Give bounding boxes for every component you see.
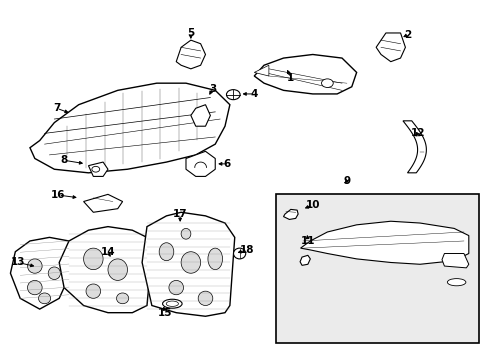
Polygon shape	[59, 226, 152, 313]
Ellipse shape	[181, 252, 200, 273]
Ellipse shape	[181, 228, 190, 239]
Text: 4: 4	[250, 89, 257, 99]
Polygon shape	[142, 212, 234, 316]
Polygon shape	[176, 40, 205, 69]
Text: 9: 9	[343, 176, 350, 186]
Polygon shape	[254, 54, 356, 94]
Polygon shape	[375, 33, 405, 62]
Circle shape	[321, 79, 332, 87]
Ellipse shape	[159, 243, 173, 261]
Polygon shape	[300, 221, 468, 264]
Ellipse shape	[168, 280, 183, 295]
Text: 12: 12	[409, 129, 424, 138]
Circle shape	[226, 90, 240, 100]
Ellipse shape	[162, 299, 182, 308]
Ellipse shape	[207, 248, 222, 270]
Polygon shape	[441, 253, 468, 268]
Polygon shape	[88, 162, 108, 176]
Ellipse shape	[233, 248, 245, 259]
Polygon shape	[185, 151, 215, 176]
Text: 1: 1	[286, 73, 294, 83]
Text: 8: 8	[61, 155, 67, 165]
Polygon shape	[283, 210, 298, 220]
Ellipse shape	[48, 267, 61, 279]
Polygon shape	[30, 83, 229, 173]
Bar	[276, 194, 478, 343]
Ellipse shape	[39, 293, 51, 304]
Ellipse shape	[447, 279, 465, 286]
Text: 11: 11	[300, 236, 314, 246]
Polygon shape	[83, 194, 122, 212]
Text: 17: 17	[172, 209, 187, 219]
Polygon shape	[10, 237, 79, 309]
Ellipse shape	[27, 259, 42, 273]
Polygon shape	[402, 121, 426, 173]
Ellipse shape	[166, 301, 178, 306]
Text: 6: 6	[224, 159, 231, 169]
Ellipse shape	[116, 293, 128, 304]
Text: 15: 15	[158, 308, 172, 318]
Text: 5: 5	[187, 28, 194, 38]
Text: 18: 18	[239, 245, 254, 255]
Text: 10: 10	[305, 200, 319, 210]
Text: 14: 14	[101, 247, 115, 257]
Text: 7: 7	[53, 103, 61, 113]
Ellipse shape	[86, 284, 101, 298]
Text: 16: 16	[51, 190, 65, 200]
Text: 2: 2	[404, 30, 410, 40]
Polygon shape	[190, 105, 210, 126]
Ellipse shape	[83, 248, 103, 270]
Circle shape	[92, 166, 100, 172]
Ellipse shape	[198, 291, 212, 306]
Text: 13: 13	[10, 257, 25, 267]
Text: 3: 3	[209, 84, 216, 94]
Polygon shape	[300, 255, 310, 265]
Ellipse shape	[108, 259, 127, 280]
Ellipse shape	[27, 280, 42, 295]
Polygon shape	[254, 65, 268, 76]
